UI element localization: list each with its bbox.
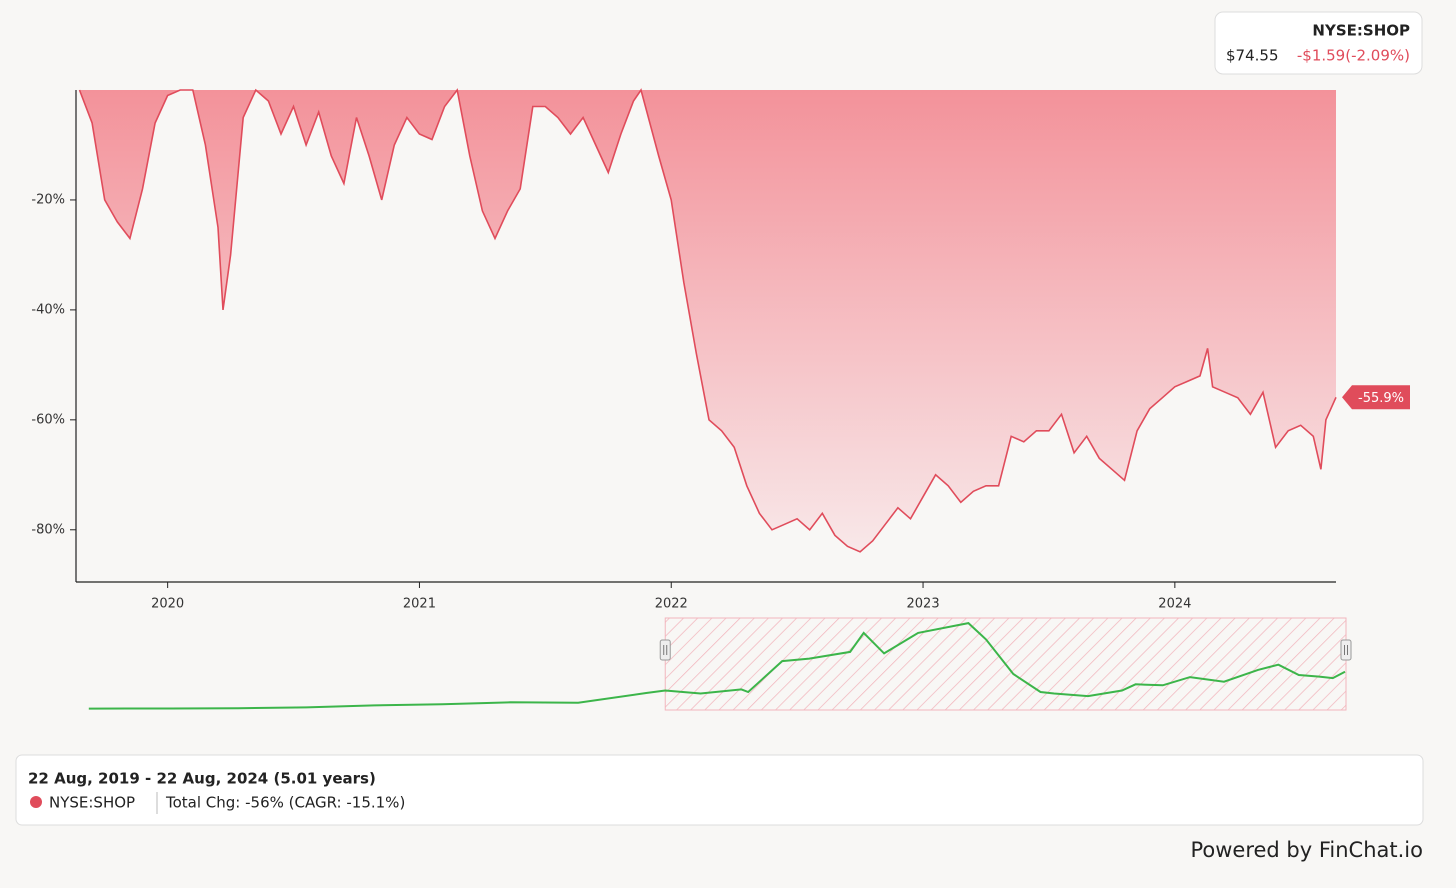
x-tick-label: 2023 [907, 597, 940, 612]
nav-handle [659, 639, 671, 661]
y-tick-label: -40% [31, 302, 65, 317]
value-label: -55.9% [1358, 391, 1404, 406]
x-tick-label: 2020 [151, 597, 184, 612]
area-fill [79, 90, 1336, 552]
x-tick-label: 2024 [1158, 597, 1191, 612]
y-tick-label: -20% [31, 192, 65, 207]
summary-stats: Total Chg: -56% (CAGR: -15.1%) [165, 794, 405, 812]
quote-box [1214, 11, 1423, 75]
nav-line [88, 622, 1346, 710]
y-tick-label: -60% [31, 412, 65, 427]
value-label-bg [1342, 385, 1410, 410]
x-tick-label: 2022 [655, 597, 688, 612]
drawdown-line [78, 88, 1337, 553]
legend-label: NYSE:SHOP [49, 794, 135, 812]
nav-handle [1340, 639, 1352, 661]
quote-change: -$1.59(-2.09%) [1297, 47, 1410, 65]
legend-marker [30, 796, 42, 808]
summary-period: 22 Aug, 2019 - 22 Aug, 2024 (5.01 years) [28, 770, 376, 788]
summary-box [15, 754, 1424, 826]
footer: Powered by FinChat.io [1190, 838, 1423, 862]
quote-ticker: NYSE:SHOP [1312, 22, 1410, 40]
quote-price: $74.55 [1226, 47, 1279, 65]
x-tick-label: 2021 [403, 597, 436, 612]
y-tick-label: -80% [31, 522, 65, 537]
